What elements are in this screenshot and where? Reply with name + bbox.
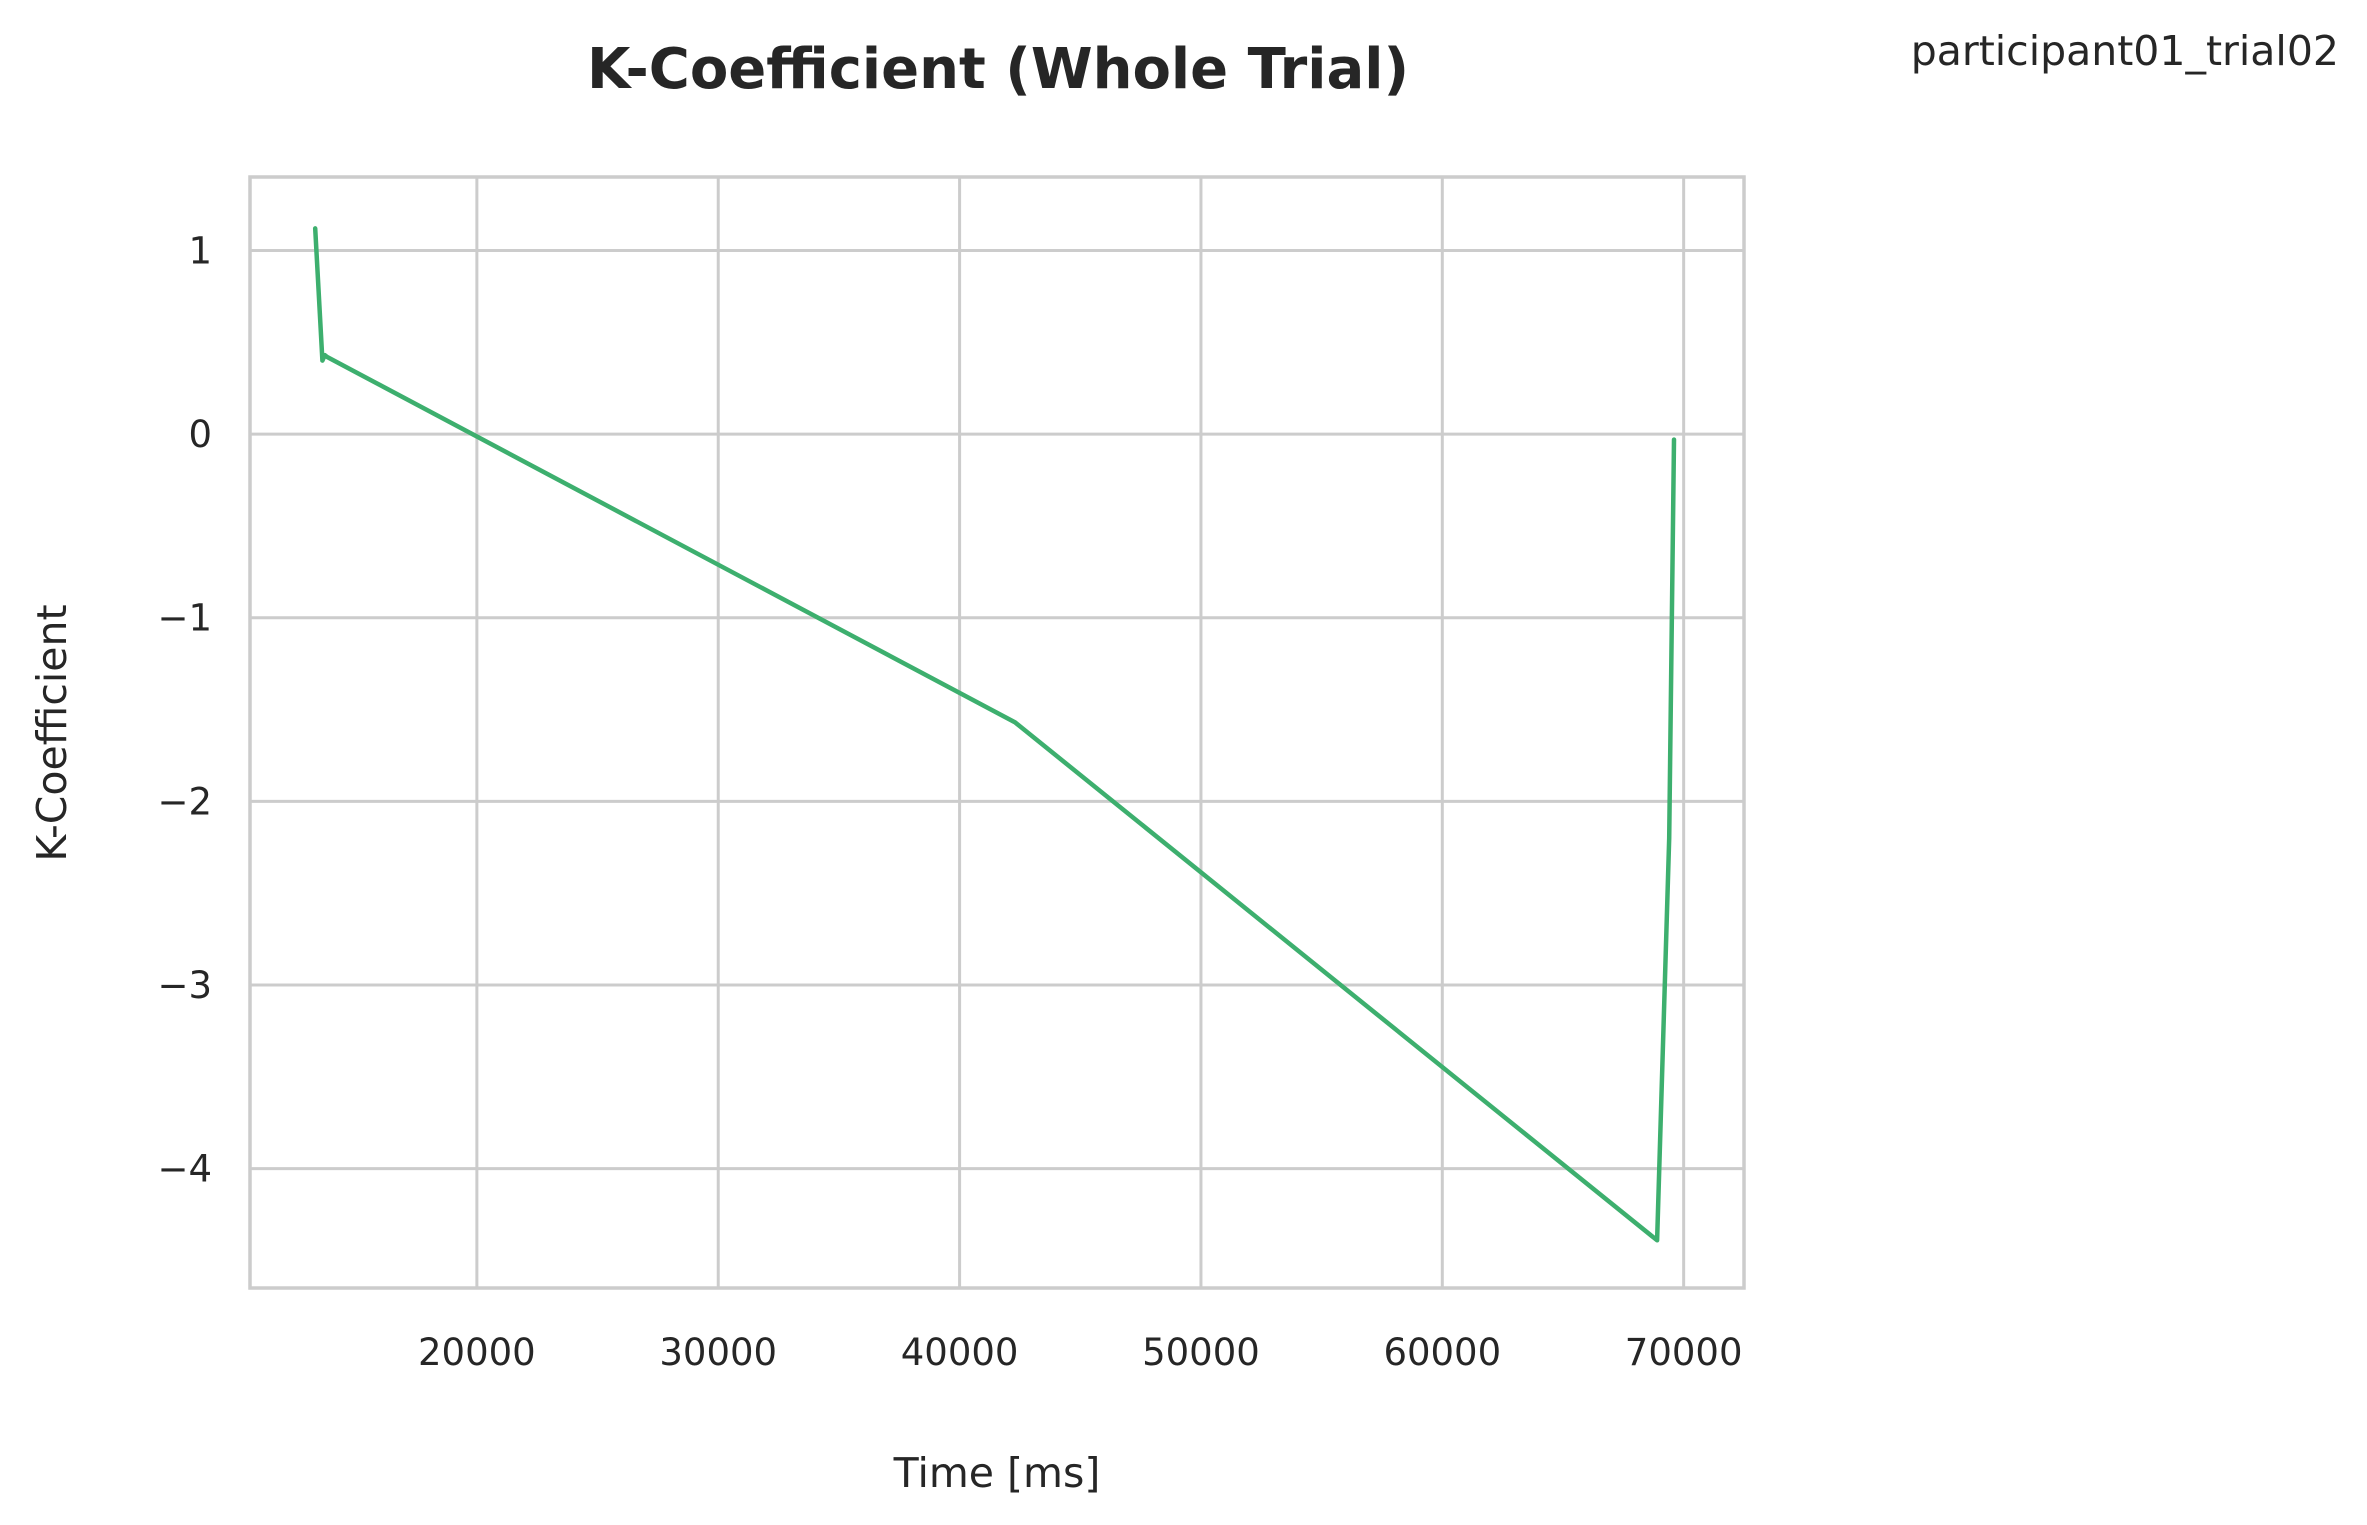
- series-group: [312, 226, 1677, 1243]
- y-tick-label: −2: [157, 780, 212, 823]
- x-tick-label: 50000: [1142, 1331, 1260, 1374]
- plot-area: [250, 177, 1744, 1288]
- x-tick-labels: 20000 30000 40000 50000 60000 70000: [418, 1331, 1742, 1374]
- chart-title: K-Coefficient (Whole Trial): [587, 37, 1409, 102]
- series-line: [312, 226, 1677, 1243]
- y-tick-labels: 1 0 −1 −2 −3 −4: [157, 229, 212, 1190]
- y-tick-label: 1: [188, 229, 212, 272]
- y-tick-label: 0: [188, 413, 212, 456]
- x-tick-label: 70000: [1625, 1331, 1743, 1374]
- x-tick-label: 40000: [901, 1331, 1019, 1374]
- grid-lines: [250, 177, 1744, 1288]
- x-tick-label: 20000: [418, 1331, 536, 1374]
- y-tick-label: −1: [157, 597, 212, 640]
- x-tick-label: 60000: [1383, 1331, 1501, 1374]
- y-tick-label: −3: [157, 964, 212, 1007]
- plot-frame: [248, 175, 1746, 1290]
- figure-corner-label: participant01_trial02: [1911, 27, 2339, 75]
- y-tick-label: −4: [157, 1148, 212, 1191]
- x-tick-label: 30000: [659, 1331, 777, 1374]
- y-axis-label: K-Coefficient: [28, 604, 76, 861]
- x-axis-label: Time [ms]: [893, 1449, 1101, 1497]
